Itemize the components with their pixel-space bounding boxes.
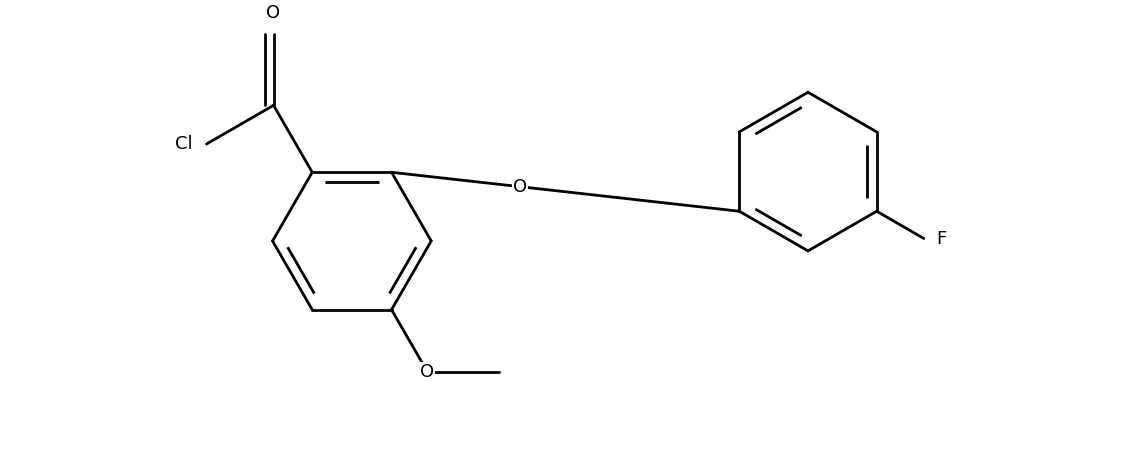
Text: O: O [267, 4, 281, 22]
Text: O: O [513, 178, 527, 196]
Text: Cl: Cl [175, 135, 193, 153]
Text: F: F [936, 229, 947, 247]
Text: O: O [421, 363, 434, 381]
